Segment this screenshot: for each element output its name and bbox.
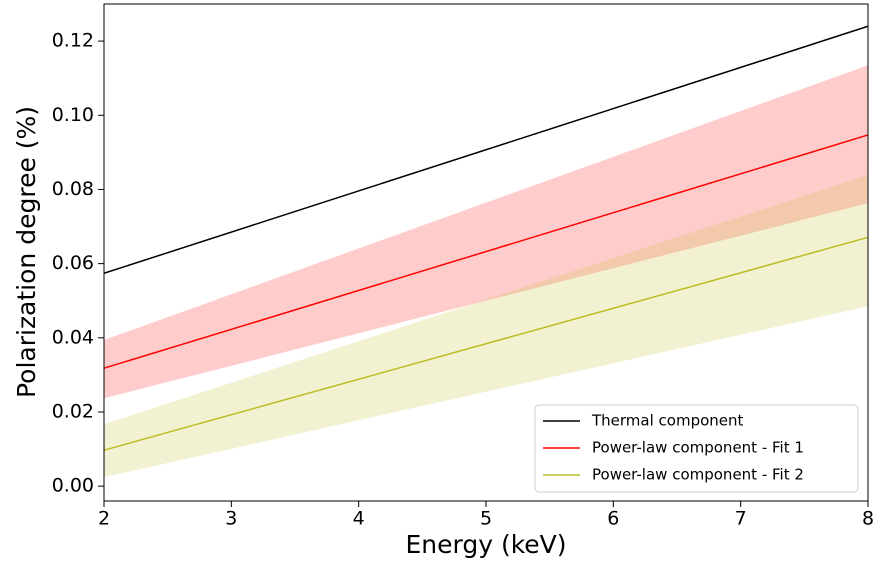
series-line [103,25,869,274]
series-line [103,236,869,451]
legend-box [534,404,859,493]
series-line [103,134,869,369]
y-tick-label: 0.02 [52,400,94,422]
y-tick-label: 0.06 [52,252,94,274]
x-axis-label: Energy (keV) [405,530,566,559]
y-tick-label: 0.04 [52,326,94,348]
x-tick-label: 7 [735,508,747,530]
legend-label: Power-law component - Fit 1 [592,439,804,457]
x-tick-label: 4 [353,508,365,530]
x-tick-label: 3 [225,508,237,530]
y-tick-label: 0.10 [52,104,94,126]
plot-frame [103,3,869,502]
confidence-band [104,65,868,399]
y-axis-label: Polarization degree (%) [12,106,41,398]
y-tick-label: 0.12 [52,30,94,52]
legend: Thermal component Power-law component - F… [534,404,859,493]
legend-label: Power-law component - Fit 2 [592,466,804,484]
confidence-band [104,174,868,478]
y-tick-label: 0.08 [52,178,94,200]
y-tick-label: 0.00 [52,475,94,497]
x-tick-label: 5 [480,508,492,530]
legend-label: Thermal component [591,412,744,430]
x-tick-label: 6 [607,508,619,530]
x-tick-label: 8 [862,508,874,530]
x-tick-label: 2 [98,508,110,530]
